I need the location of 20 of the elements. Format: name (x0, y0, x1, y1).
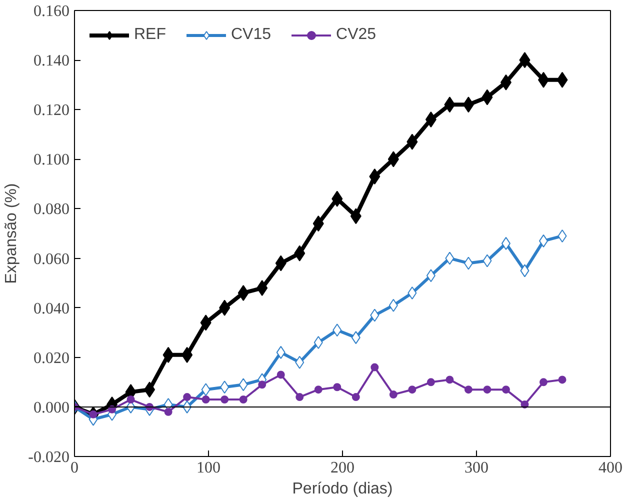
y-tick-label: 0.160 (34, 3, 70, 20)
y-tick-label: 0.120 (34, 102, 70, 120)
x-tick-label: 400 (598, 460, 622, 476)
y-tick-label: 0.100 (34, 152, 70, 169)
y-tick-label: 0.000 (34, 399, 70, 416)
y-tick-label: -0.020 (28, 449, 70, 466)
legend-label: CV25 (336, 26, 376, 44)
y-tick-label: 0.020 (34, 350, 70, 367)
y-axis-title: Expansão (%) (3, 183, 20, 284)
legend-label: CV15 (231, 26, 272, 44)
x-tick-label: 200 (330, 460, 354, 476)
y-tick-label: 0.140 (34, 52, 70, 70)
x-tick-label: 100 (196, 460, 220, 476)
legend-label: REF (134, 26, 166, 44)
x-axis-title: Período (dias) (292, 480, 393, 498)
x-tick-label: 300 (464, 460, 488, 476)
y-tick-label: 0.080 (34, 201, 70, 218)
y-tick-label: 0.060 (34, 250, 70, 268)
x-tick-label: 0 (70, 460, 78, 476)
y-tick-label: 0.040 (34, 300, 70, 318)
